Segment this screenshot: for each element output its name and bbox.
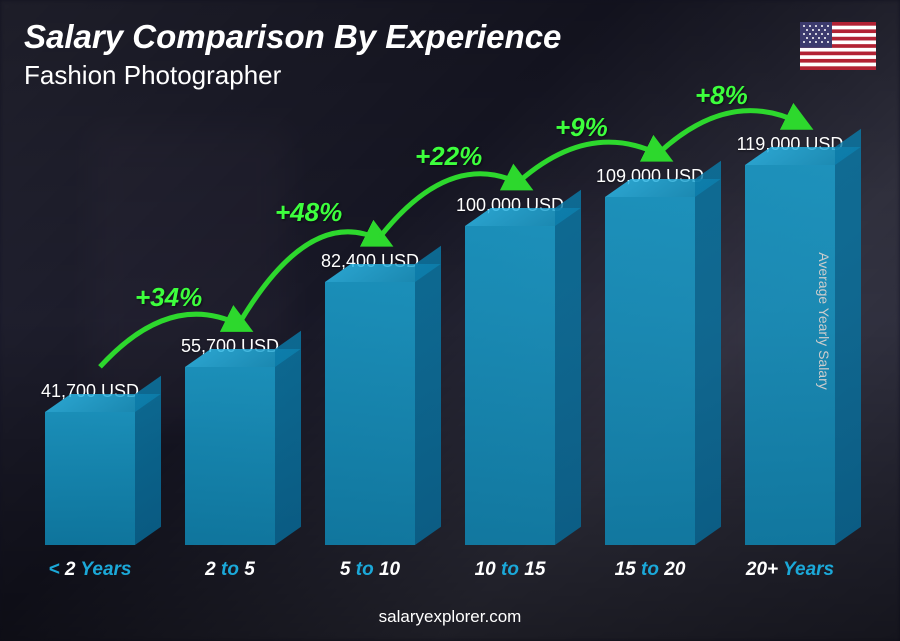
growth-arrow-icon — [20, 121, 860, 581]
pct-change-badge: +22% — [415, 141, 482, 172]
us-flag-icon — [800, 22, 876, 70]
pct-change-badge: +9% — [555, 112, 608, 143]
footer-attribution: salaryexplorer.com — [0, 607, 900, 627]
pct-change-badge: +48% — [275, 197, 342, 228]
pct-change-badge: +8% — [695, 80, 748, 111]
page-subtitle: Fashion Photographer — [24, 60, 561, 91]
chart-area: 41,700 USD < 2 Years 55,700 USD 2 to 5 8… — [20, 121, 860, 581]
y-axis-label: Average Yearly Salary — [815, 252, 831, 390]
pct-change-badge: +34% — [135, 282, 202, 313]
header: Salary Comparison By Experience Fashion … — [24, 18, 561, 91]
page-title: Salary Comparison By Experience — [24, 18, 561, 56]
